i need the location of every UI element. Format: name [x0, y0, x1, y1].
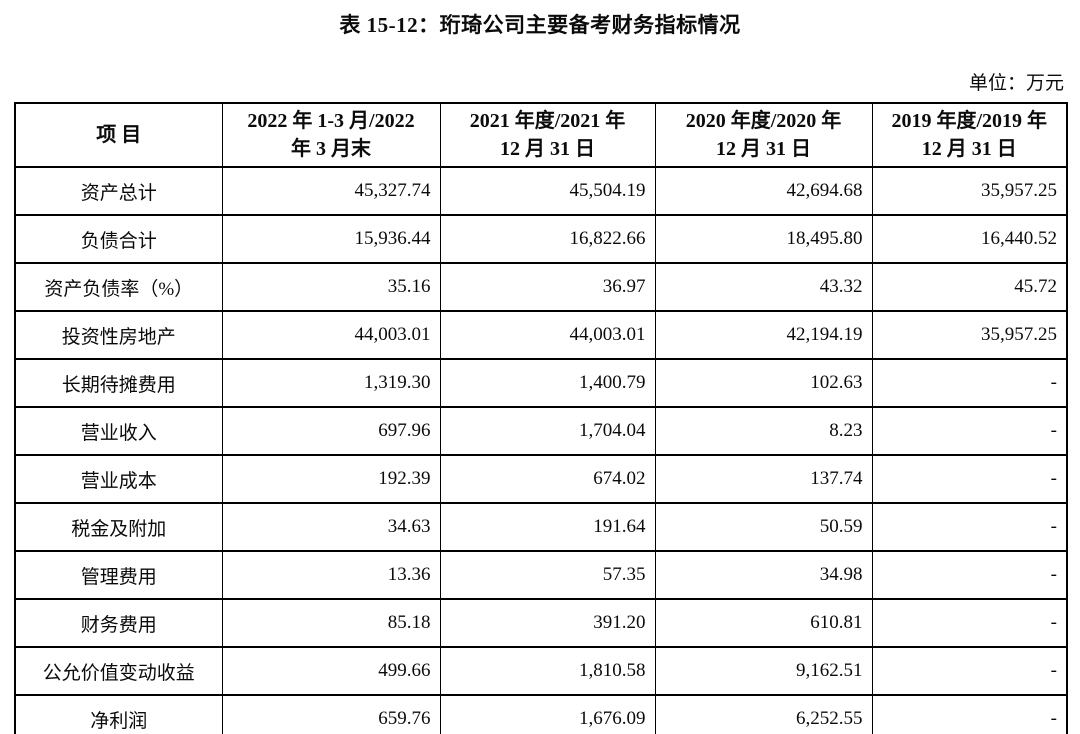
value-cell: 36.97 [439, 262, 656, 312]
table-row: 净利润 659.76 1,676.09 6,252.55 - [14, 694, 1068, 734]
item-cell: 管理费用 [14, 550, 223, 600]
table-row: 营业成本 192.39 674.02 137.74 - [14, 454, 1068, 504]
value-cell: 43.32 [654, 262, 873, 312]
column-header-item: 项 目 [14, 102, 223, 168]
value-cell: 9,162.51 [654, 646, 873, 696]
value-cell: 15,936.44 [221, 214, 441, 264]
item-cell: 资产总计 [14, 166, 223, 216]
value-cell: 1,810.58 [439, 646, 656, 696]
value-cell: 6,252.55 [654, 694, 873, 734]
column-header-line: 2022 年 1-3 月/2022 [247, 110, 415, 132]
item-cell: 净利润 [14, 694, 223, 734]
column-header-line: 2021 年度/2021 年 [469, 110, 626, 132]
table-row: 长期待摊费用 1,319.30 1,400.79 102.63 - [14, 358, 1068, 408]
value-cell: 57.35 [439, 550, 656, 600]
value-cell: 35.16 [221, 262, 441, 312]
value-cell: 391.20 [439, 598, 656, 648]
table-row: 财务费用 85.18 391.20 610.81 - [14, 598, 1068, 648]
value-cell: 85.18 [221, 598, 441, 648]
value-cell: 44,003.01 [439, 310, 656, 360]
item-cell: 营业成本 [14, 454, 223, 504]
header-row: 项 目 2022 年 1-3 月/2022 年 3 月末 2021 年度/202… [14, 102, 1068, 168]
table-row: 资产总计 45,327.74 45,504.19 42,694.68 35,95… [14, 166, 1068, 216]
value-cell: 50.59 [654, 502, 873, 552]
value-cell: - [871, 454, 1068, 504]
item-cell: 负债合计 [14, 214, 223, 264]
value-cell: 610.81 [654, 598, 873, 648]
table-row: 税金及附加 34.63 191.64 50.59 - [14, 502, 1068, 552]
value-cell: 45,327.74 [221, 166, 441, 216]
value-cell: - [871, 598, 1068, 648]
value-cell: - [871, 502, 1068, 552]
column-header-line: 2019 年度/2019 年 [891, 110, 1048, 132]
item-cell: 长期待摊费用 [14, 358, 223, 408]
column-header-line: 年 3 月末 [291, 138, 371, 160]
column-header-line: 项 目 [96, 124, 142, 146]
financial-indicators-table: 项 目 2022 年 1-3 月/2022 年 3 月末 2021 年度/202… [14, 102, 1068, 734]
value-cell: 674.02 [439, 454, 656, 504]
value-cell: 35,957.25 [871, 310, 1068, 360]
value-cell: 16,440.52 [871, 214, 1068, 264]
value-cell: 499.66 [221, 646, 441, 696]
column-header-line: 12 月 31 日 [716, 138, 811, 160]
value-cell: 34.98 [654, 550, 873, 600]
column-header-line: 12 月 31 日 [921, 138, 1017, 160]
item-cell: 营业收入 [14, 406, 223, 456]
page-title: 表 15-12：珩琦公司主要备考财务指标情况 [339, 13, 741, 37]
value-cell: - [871, 550, 1068, 600]
item-cell: 财务费用 [14, 598, 223, 648]
value-cell: 192.39 [221, 454, 441, 504]
value-cell: 34.63 [221, 502, 441, 552]
value-cell: 697.96 [221, 406, 441, 456]
value-cell: 35,957.25 [871, 166, 1068, 216]
column-header-line: 12 月 31 日 [500, 138, 595, 160]
table-row: 负债合计 15,936.44 16,822.66 18,495.80 16,44… [14, 214, 1068, 264]
value-cell: 45,504.19 [439, 166, 656, 216]
value-cell: 45.72 [871, 262, 1068, 312]
value-cell: 1,319.30 [221, 358, 441, 408]
value-cell: 1,400.79 [439, 358, 656, 408]
table-header: 项 目 2022 年 1-3 月/2022 年 3 月末 2021 年度/202… [14, 102, 1068, 168]
table-body: 资产总计 45,327.74 45,504.19 42,694.68 35,95… [14, 166, 1068, 734]
table-row: 营业收入 697.96 1,704.04 8.23 - [14, 406, 1068, 456]
value-cell: 137.74 [654, 454, 873, 504]
unit-label: 单位：万元 [968, 73, 1064, 94]
column-header-2021: 2021 年度/2021 年 12 月 31 日 [439, 102, 656, 168]
value-cell: - [871, 358, 1068, 408]
item-cell: 税金及附加 [14, 502, 223, 552]
item-cell: 投资性房地产 [14, 310, 223, 360]
table-row: 资产负债率（%） 35.16 36.97 43.32 45.72 [14, 262, 1068, 312]
value-cell: 44,003.01 [221, 310, 441, 360]
column-header-2020: 2020 年度/2020 年 12 月 31 日 [654, 102, 873, 168]
value-cell: 102.63 [654, 358, 873, 408]
column-header-2019: 2019 年度/2019 年 12 月 31 日 [871, 102, 1068, 168]
value-cell: 42,694.68 [654, 166, 873, 216]
column-header-line: 2020 年度/2020 年 [685, 110, 842, 132]
value-cell: - [871, 646, 1068, 696]
table-row: 管理费用 13.36 57.35 34.98 - [14, 550, 1068, 600]
value-cell: 13.36 [221, 550, 441, 600]
value-cell: 1,676.09 [439, 694, 656, 734]
value-cell: 659.76 [221, 694, 441, 734]
value-cell: - [871, 406, 1068, 456]
column-header-2022: 2022 年 1-3 月/2022 年 3 月末 [221, 102, 441, 168]
value-cell: 18,495.80 [654, 214, 873, 264]
table-row: 投资性房地产 44,003.01 44,003.01 42,194.19 35,… [14, 310, 1068, 360]
value-cell: 191.64 [439, 502, 656, 552]
value-cell: 42,194.19 [654, 310, 873, 360]
value-cell: 1,704.04 [439, 406, 656, 456]
value-cell: 16,822.66 [439, 214, 656, 264]
item-cell: 公允价值变动收益 [14, 646, 223, 696]
value-cell: - [871, 694, 1068, 734]
item-cell: 资产负债率（%） [14, 262, 223, 312]
table-row: 公允价值变动收益 499.66 1,810.58 9,162.51 - [14, 646, 1068, 696]
value-cell: 8.23 [654, 406, 873, 456]
